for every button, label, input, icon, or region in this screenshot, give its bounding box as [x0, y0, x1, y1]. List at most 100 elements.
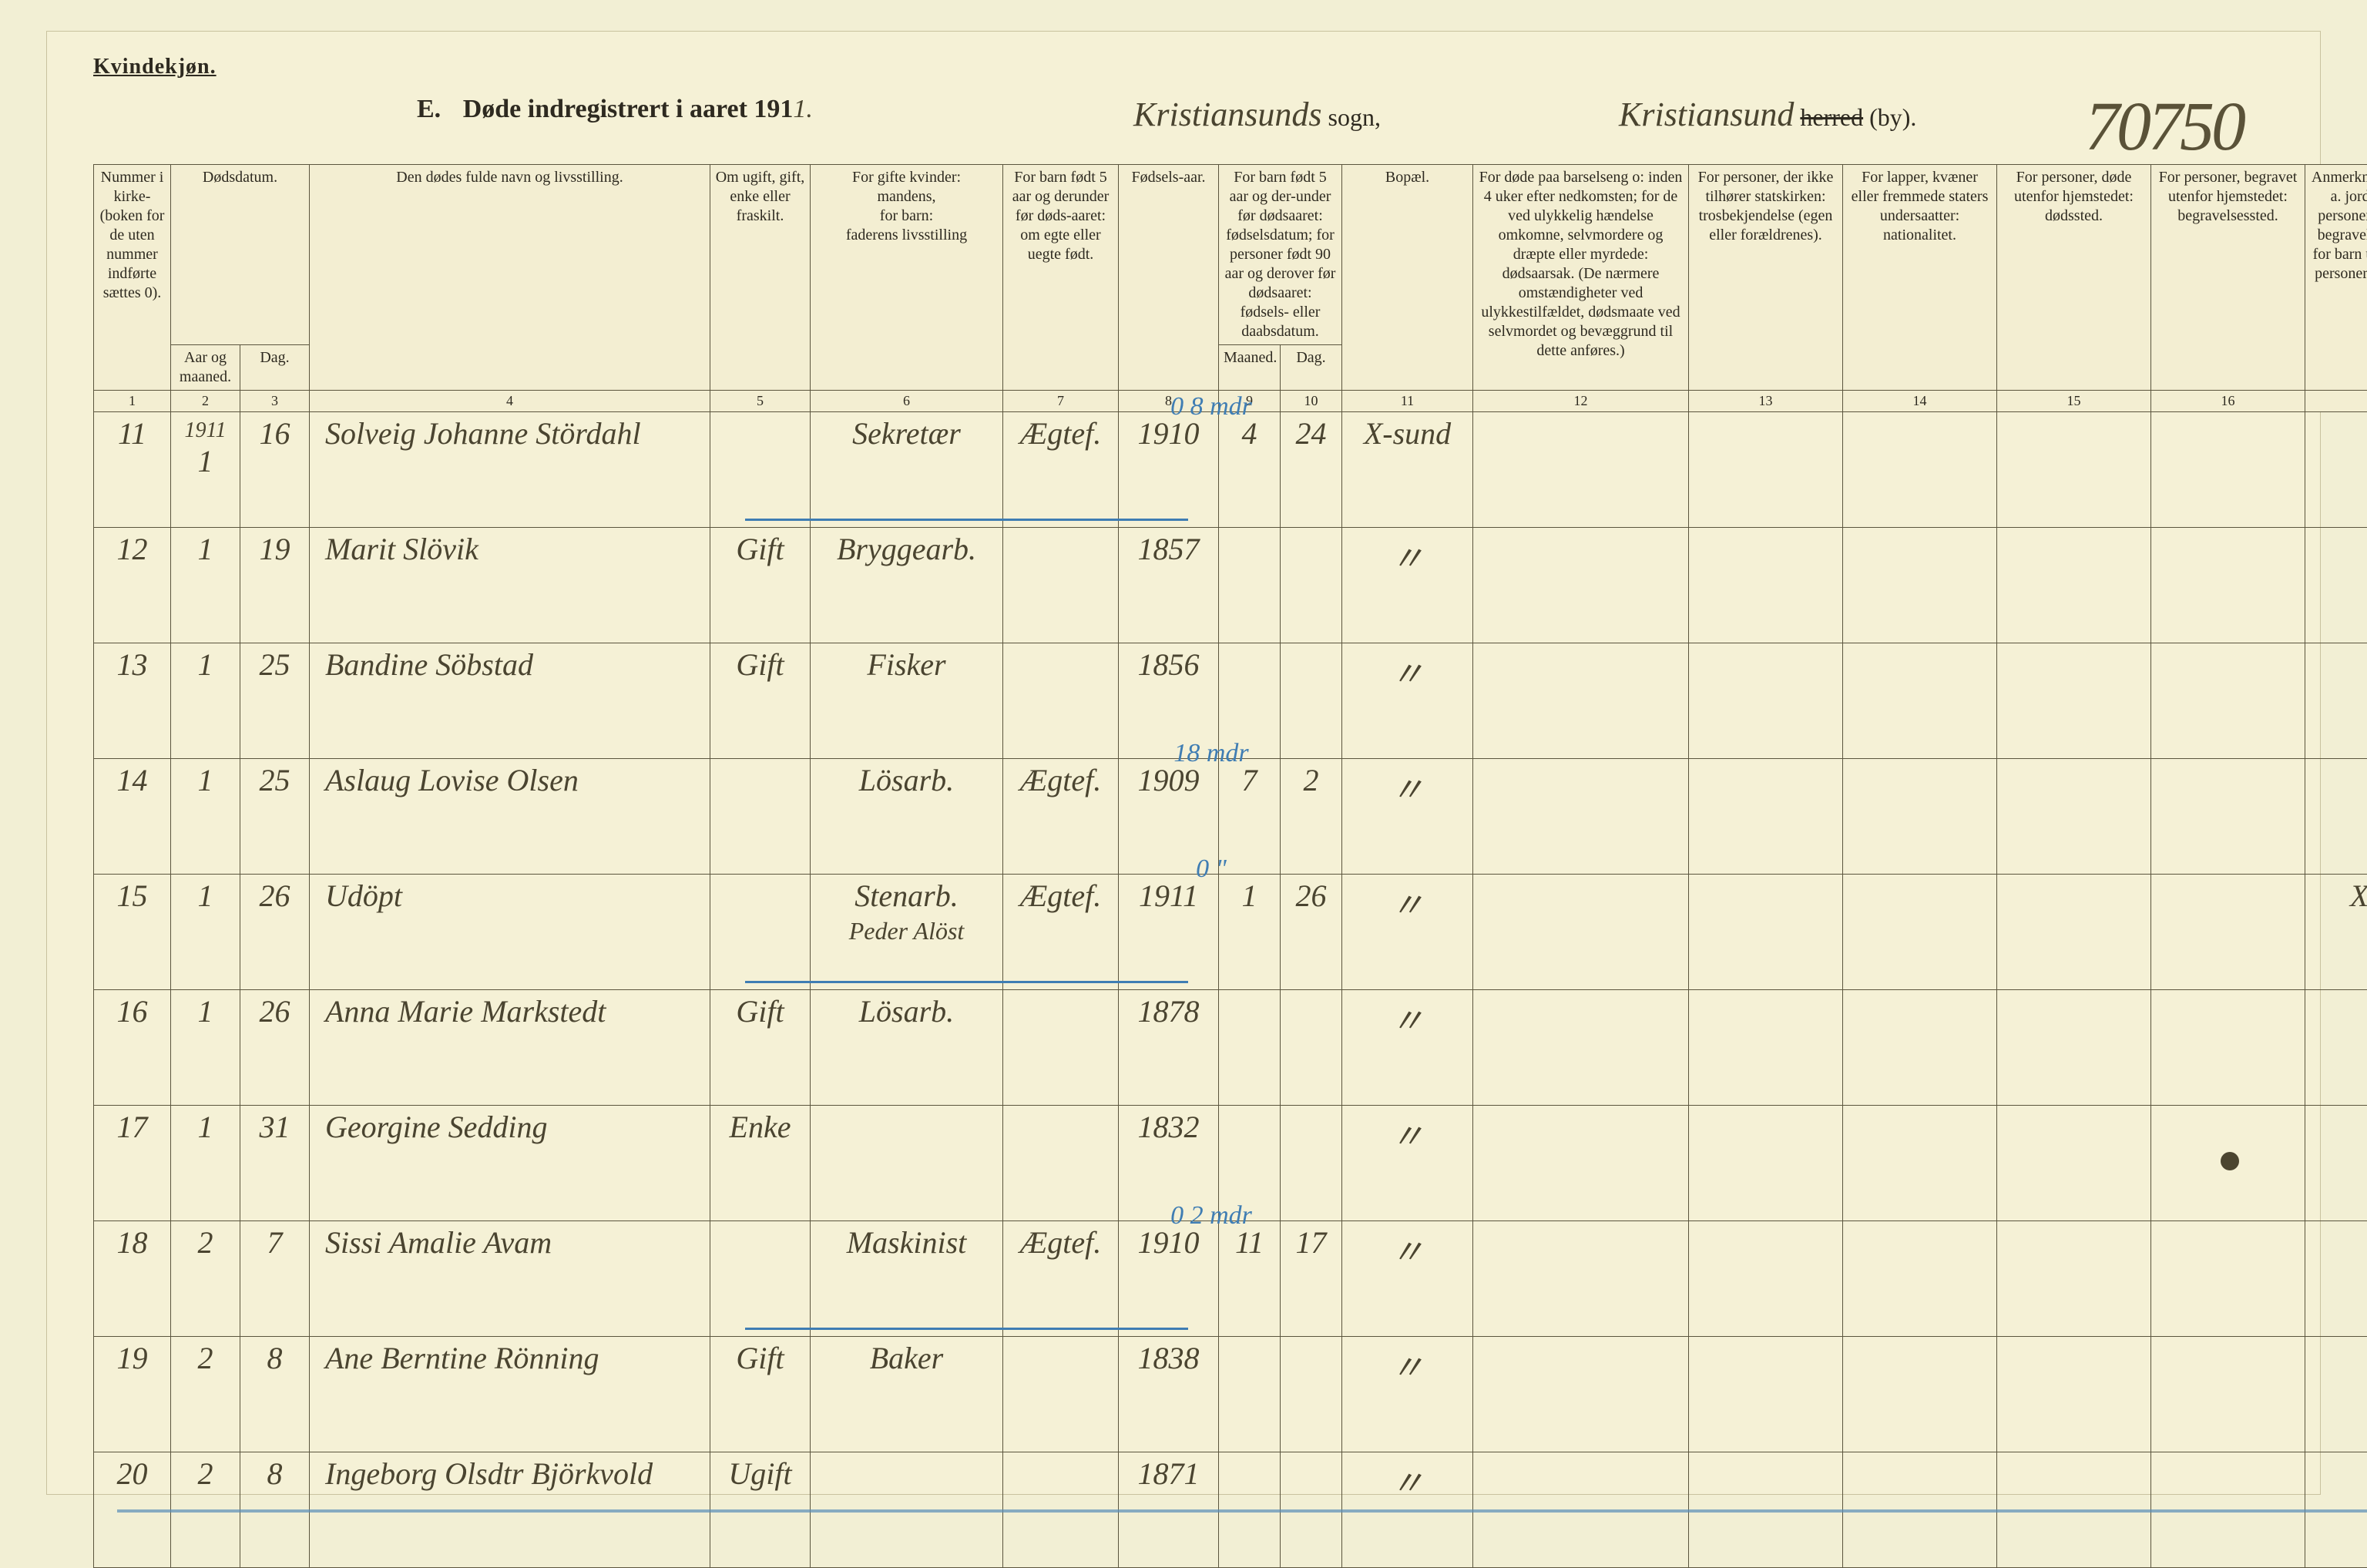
cell [1219, 527, 1281, 643]
cell: 26 [240, 874, 310, 989]
cell [1843, 989, 1997, 1105]
cell: Ægtef. [1003, 874, 1119, 989]
cell [1997, 643, 2151, 758]
table-row: 16126Anna Marie MarkstedtGiftLösarb.1878… [94, 989, 2367, 1105]
cell [2305, 1105, 2367, 1220]
cell: Bandine Söbstad [310, 643, 710, 758]
sogn-label: sogn, [1328, 103, 1381, 131]
cell [710, 411, 811, 527]
ledger-table: Nummer i kirke-(boken for de uten nummer… [93, 164, 2367, 1568]
cell [1003, 989, 1119, 1105]
cell: 2 [171, 1220, 240, 1336]
cell: Stenarb.Peder Alöst [811, 874, 1003, 989]
cell [710, 874, 811, 989]
cell: Ane Berntine Rönning [310, 1336, 710, 1452]
col-header: Om ugift, gift, enke eller fraskilt. [710, 165, 811, 391]
cell: 14 [94, 758, 171, 874]
cell [710, 1220, 811, 1336]
cell: 1 [171, 989, 240, 1105]
cell: 25 [240, 643, 310, 758]
col-num: 7 [1003, 391, 1119, 412]
cell: 2 [1281, 758, 1342, 874]
cell [1281, 1336, 1342, 1452]
cell [1997, 1220, 2151, 1336]
cell [2305, 1220, 2367, 1336]
cell: 1 [171, 1105, 240, 1220]
table-row: 12119Marit SlövikGiftBryggearb.1857〃 [94, 527, 2367, 643]
cell [1219, 1452, 1281, 1567]
col-num: 13 [1689, 391, 1843, 412]
cell [2151, 989, 2305, 1105]
col-header: For gifte kvinder: mandens, for barn: fa… [811, 165, 1003, 391]
cell: 8 [240, 1336, 310, 1452]
title-row: E. Døde indregistrert i aaret 1911. Kris… [93, 95, 2274, 156]
cell [2305, 989, 2367, 1105]
cell: 1 [171, 527, 240, 643]
cell: 11 [1219, 1220, 1281, 1336]
cell: 19100 8 mdr [1119, 411, 1219, 527]
col-header: For personer, døde utenfor hjemstedet: d… [1997, 165, 2151, 391]
cell [1997, 1105, 2151, 1220]
col-header: For personer, der ikke tilhører statskir… [1689, 165, 1843, 391]
cell [2151, 1452, 2305, 1567]
cell: 19 [94, 1336, 171, 1452]
col-header: Dødsdatum. [171, 165, 310, 345]
cell [1843, 643, 1997, 758]
table-row: 15126UdöptStenarb.Peder AlöstÆgtef.19110… [94, 874, 2367, 989]
cell [1689, 411, 1843, 527]
cell [1219, 1105, 1281, 1220]
cell: Solveig Johanne Stördahl [310, 411, 710, 527]
cell [1473, 874, 1689, 989]
col-num: 15 [1997, 391, 2151, 412]
col-num: 6 [811, 391, 1003, 412]
cell [1843, 874, 1997, 989]
cell [1003, 643, 1119, 758]
sogn-block: Kristiansunds sogn, [1133, 95, 1381, 134]
col-header: Den dødes fulde navn og livsstilling. [310, 165, 710, 391]
cell [1689, 1336, 1843, 1452]
cell: 8 [240, 1452, 310, 1567]
cell: 25 [240, 758, 310, 874]
cell: 13 [94, 643, 171, 758]
cell [2151, 1220, 2305, 1336]
cell [2151, 1336, 2305, 1452]
cell: Udöpt [310, 874, 710, 989]
col-num: 1 [94, 391, 171, 412]
cell: 190918 mdr [1119, 758, 1219, 874]
cell [1219, 989, 1281, 1105]
cell [1473, 643, 1689, 758]
cell: Ugift [710, 1452, 811, 1567]
cell: Lösarb. [811, 989, 1003, 1105]
herred-label: (by). [1869, 103, 1916, 131]
cell: 19100 2 mdr [1119, 1220, 1219, 1336]
cell [2305, 527, 2367, 643]
col-num: 17 [2305, 391, 2367, 412]
cell: Aslaug Lovise Olsen [310, 758, 710, 874]
cell [1843, 758, 1997, 874]
cell [1689, 874, 1843, 989]
cell: 1871 [1119, 1452, 1219, 1567]
cell [2151, 411, 2305, 527]
cell: 〃 [1342, 758, 1473, 874]
cell [1473, 1452, 1689, 1567]
cell [1843, 1452, 1997, 1567]
cell: Sekretær [811, 411, 1003, 527]
cell [1843, 1105, 1997, 1220]
cell [2305, 411, 2367, 527]
cell: 20 [94, 1452, 171, 1567]
cell [2151, 527, 2305, 643]
cell [1997, 1336, 2151, 1452]
cell: 17 [94, 1105, 171, 1220]
cell [1219, 643, 1281, 758]
cell [1281, 643, 1342, 758]
col-num: 4 [310, 391, 710, 412]
cell [1281, 527, 1342, 643]
cell: 1 [171, 758, 240, 874]
cell [811, 1452, 1003, 1567]
cell [1997, 1452, 2151, 1567]
table-row: 2028Ingeborg Olsdtr BjörkvoldUgift1871〃O… [94, 1452, 2367, 1567]
cell [1003, 527, 1119, 643]
herred-name: Kristiansund [1619, 96, 1794, 133]
col-subheader: Dag. [1281, 345, 1342, 391]
cell [811, 1105, 1003, 1220]
